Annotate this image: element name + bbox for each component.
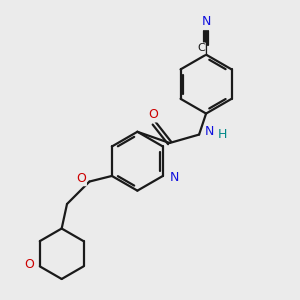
Text: O: O — [24, 259, 34, 272]
Text: C: C — [197, 43, 205, 53]
Text: N: N — [205, 125, 214, 138]
Text: O: O — [148, 108, 158, 122]
Text: N: N — [169, 171, 179, 184]
Text: H: H — [218, 128, 227, 141]
Text: O: O — [76, 172, 86, 185]
Text: N: N — [201, 15, 211, 28]
